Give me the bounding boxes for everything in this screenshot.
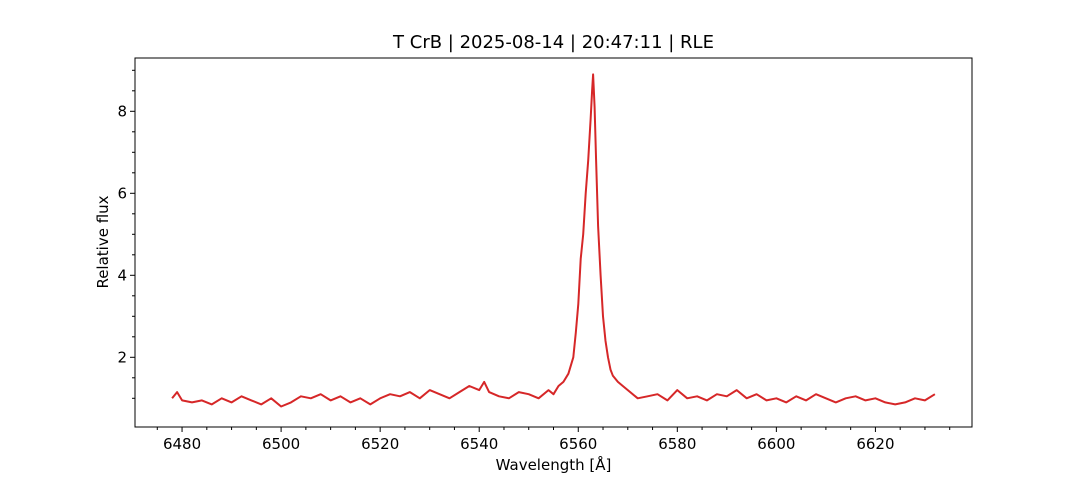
x-tick-label: 6620 [856,435,894,453]
x-tick-label: 6500 [262,435,300,453]
y-tick-label: 8 [117,102,127,120]
y-tick-label: 4 [117,266,127,284]
x-tick-label: 6520 [361,435,399,453]
plot-frame [134,57,973,428]
x-tick-label: 6560 [559,435,597,453]
x-axis-label: Wavelength [Å] [496,455,612,474]
y-tick-label: 6 [117,184,127,202]
chart-title: T CrB | 2025-08-14 | 20:47:11 | RLE [392,32,714,53]
x-tick-label: 6480 [163,435,201,453]
spectrum-line [171,73,936,408]
y-axis-label: Relative flux [94,195,112,288]
x-tick-label: 6580 [658,435,696,453]
x-tick-label: 6600 [757,435,795,453]
x-tick-label: 6540 [460,435,498,453]
plot-series [171,73,936,408]
y-tick-label: 2 [117,348,127,366]
axis-ticks: 6480 6500 6520 6540 6560 6580 6600 6620 2 4 6 8 [117,69,951,453]
